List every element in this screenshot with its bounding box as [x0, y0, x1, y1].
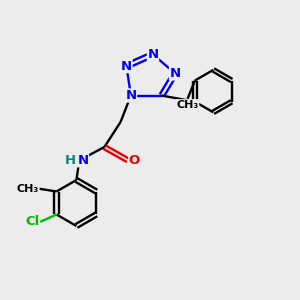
Text: N: N: [169, 67, 181, 80]
Text: O: O: [129, 154, 140, 167]
Text: CH₃: CH₃: [176, 100, 199, 110]
Text: N: N: [121, 60, 132, 73]
Text: N: N: [147, 48, 158, 61]
Text: H: H: [64, 154, 76, 167]
Text: CH₃: CH₃: [17, 184, 39, 194]
Text: N: N: [125, 89, 136, 102]
Text: N: N: [77, 154, 88, 167]
Text: Cl: Cl: [25, 215, 39, 228]
